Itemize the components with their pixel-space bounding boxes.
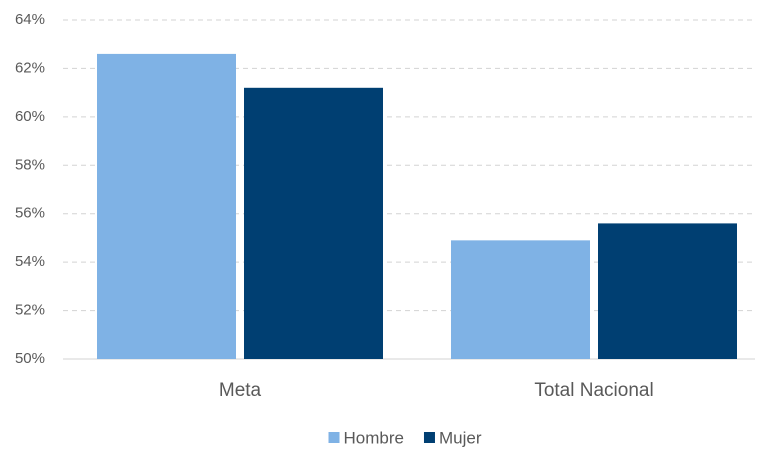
bar (97, 53, 236, 360)
bar (451, 240, 590, 359)
legend-label: Mujer (439, 428, 482, 447)
y-tick-label: 58% (15, 156, 45, 173)
legend-swatch (328, 432, 340, 443)
y-tick-label: 64% (15, 11, 45, 28)
y-tick-label: 50% (15, 350, 45, 367)
y-tick-label: 52% (15, 302, 45, 319)
y-tick-label: 54% (15, 253, 45, 270)
y-tick-label: 62% (15, 59, 45, 76)
x-tick-label: Total Nacional (534, 380, 653, 401)
y-tick-label: 56% (15, 205, 45, 222)
legend-swatch (423, 432, 435, 443)
legend-label: Hombre (344, 428, 404, 447)
bar (244, 87, 383, 360)
y-tick-label: 60% (15, 108, 45, 125)
bar (598, 223, 737, 359)
x-tick-label: Meta (219, 380, 262, 401)
